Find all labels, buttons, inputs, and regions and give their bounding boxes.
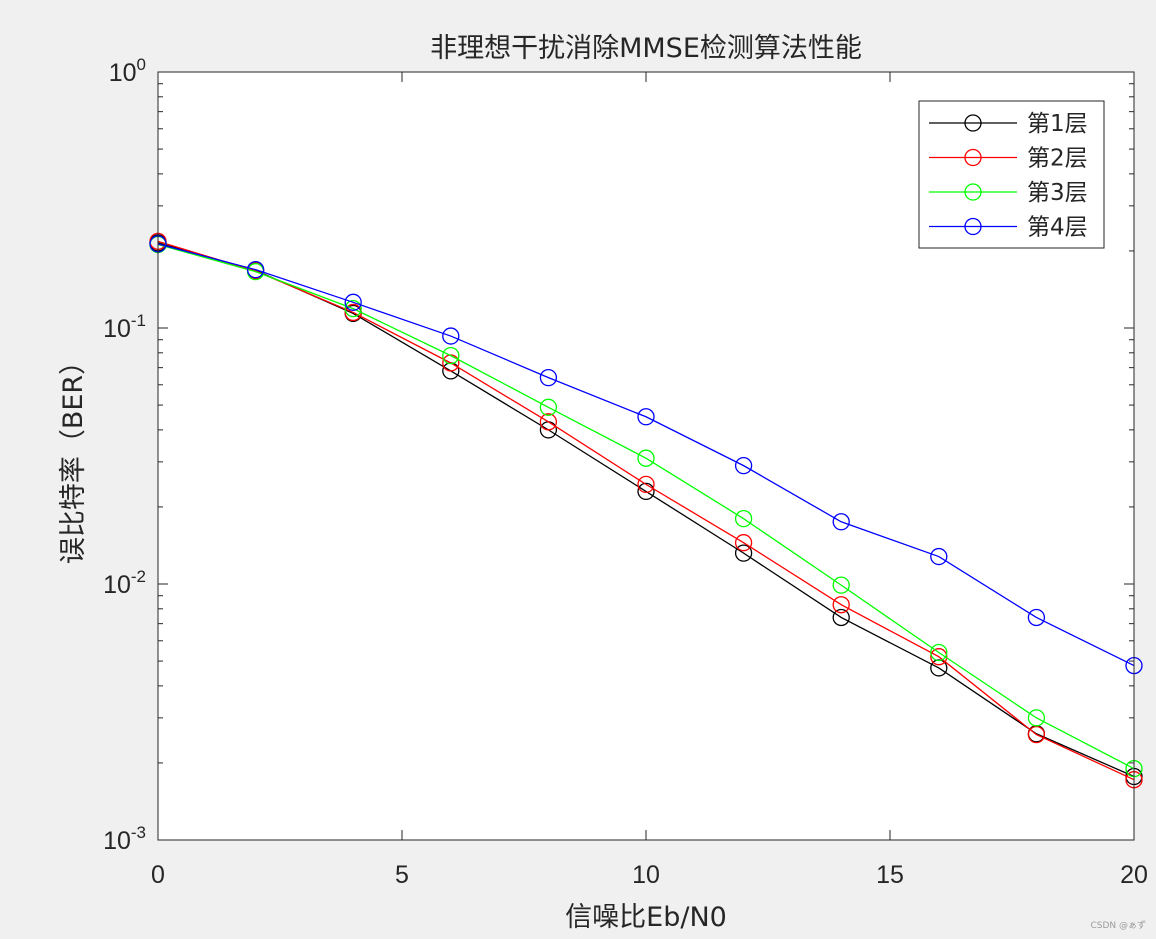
series-line — [157, 243, 1135, 667]
data-point-marker — [734, 544, 753, 562]
data-point-marker — [832, 513, 850, 531]
x-tick-label: 15 — [876, 861, 904, 889]
data-point-marker — [734, 510, 753, 528]
y-axis-label: 误比特率（BER） — [58, 348, 89, 564]
y-tick-exponent: -2 — [131, 567, 146, 586]
legend-marker — [964, 148, 982, 167]
legend-marker — [964, 114, 982, 132]
data-point-marker — [344, 300, 362, 318]
data-point-marker — [1027, 725, 1046, 744]
y-tick-base: 10 — [103, 315, 131, 343]
data-point-marker — [539, 398, 558, 416]
data-point-marker — [832, 576, 850, 594]
y-tick-label: 10-2 — [103, 567, 146, 599]
data-point-marker — [539, 368, 558, 387]
y-tick-label: 10-1 — [103, 311, 146, 343]
data-point-marker — [1027, 608, 1046, 627]
x-tick-labels: 0 5 10 15 20 — [151, 861, 1148, 889]
y-tick-exponent: -3 — [131, 823, 146, 842]
x-tick-label: 0 — [151, 861, 165, 889]
data-point-marker — [637, 475, 655, 494]
data-point-marker — [637, 482, 655, 501]
legend-marker — [964, 183, 982, 201]
data-point-marker — [734, 534, 753, 552]
legend-label: 第3层 — [1027, 180, 1088, 206]
watermark: CSDN @ぁず — [1090, 921, 1146, 931]
series-line — [157, 240, 1135, 781]
data-point-marker — [344, 293, 362, 311]
x-axis-label: 信噪比Eb/N0 — [565, 902, 727, 933]
y-tick-base: 10 — [103, 827, 131, 855]
data-point-marker — [832, 596, 850, 614]
chart-title: 非理想干扰消除MMSE检测算法性能 — [430, 33, 862, 64]
y-tick-exponent: -1 — [131, 311, 146, 330]
x-tick-label: 20 — [1120, 861, 1148, 889]
data-point-marker — [442, 346, 460, 365]
data-point-marker — [637, 449, 655, 467]
y-tick-label: 10-3 — [103, 823, 146, 855]
series-line — [157, 243, 1135, 770]
x-tick-label: 10 — [632, 861, 660, 889]
axes-box — [157, 71, 1135, 841]
data-point-marker — [442, 327, 460, 345]
y-tick-base: 10 — [109, 59, 137, 87]
data-point-marker — [246, 261, 265, 279]
y-tick-exponent: 0 — [137, 55, 146, 74]
data-point-marker — [930, 648, 948, 666]
x-tick-label: 5 — [395, 861, 409, 889]
series-layer — [149, 232, 1143, 789]
legend-label: 第4层 — [1027, 215, 1088, 241]
y-tick-base: 10 — [103, 571, 131, 599]
data-point-marker — [1027, 709, 1046, 727]
data-point-marker — [930, 643, 948, 662]
series-group — [149, 235, 1143, 675]
legend-label: 第1层 — [1027, 111, 1088, 137]
y-tick-label: 100 — [109, 55, 146, 87]
legend-label: 第2层 — [1027, 146, 1088, 172]
data-point-marker — [930, 547, 948, 566]
data-point-marker — [832, 608, 850, 627]
legend-marker — [964, 217, 982, 236]
data-point-marker — [734, 456, 753, 475]
legend-box — [918, 100, 1105, 249]
data-point-marker — [637, 408, 655, 426]
data-point-marker — [539, 413, 558, 431]
